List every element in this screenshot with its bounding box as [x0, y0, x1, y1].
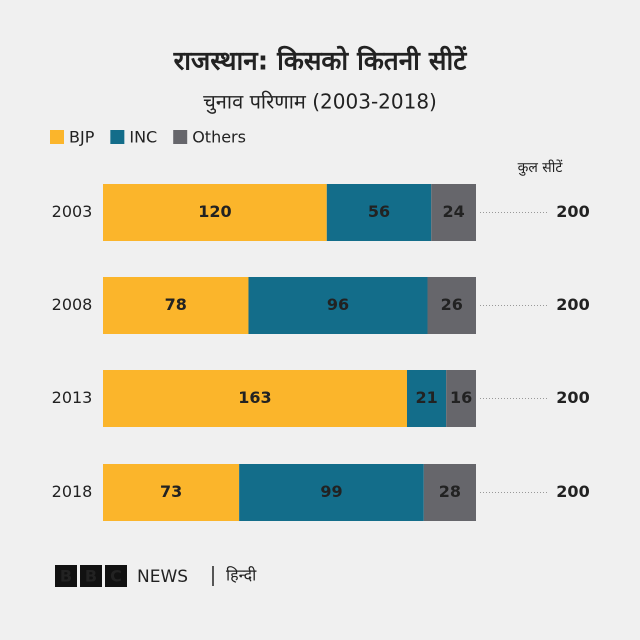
logo-box: [80, 565, 102, 587]
y-tick-label: 2013: [52, 388, 93, 407]
bar-segment: [427, 277, 476, 334]
total-label: 200: [556, 202, 589, 221]
bar-segment: [248, 277, 428, 334]
bar-segment: [431, 184, 476, 241]
legend-swatch: [110, 130, 125, 144]
bar-segment: [103, 277, 249, 334]
total-label: 200: [556, 295, 589, 314]
logo-letter: C: [110, 567, 122, 586]
value-label: 56: [368, 202, 390, 221]
legend-swatch: [173, 130, 188, 144]
bar-segment: [406, 370, 447, 427]
legend-label: Others: [192, 128, 246, 147]
value-label: 96: [327, 295, 349, 314]
value-label: 78: [165, 295, 187, 314]
bar-segment: [103, 464, 240, 521]
bar-segment: [423, 464, 476, 521]
value-label: 24: [442, 202, 464, 221]
value-label: 99: [320, 482, 342, 501]
value-label: 28: [439, 482, 461, 501]
y-tick-label: 2018: [52, 482, 93, 501]
chart-title: राजस्थान: किसको कितनी सीटें: [173, 46, 468, 77]
bar-segment: [326, 184, 432, 241]
y-tick-label: 2008: [52, 295, 93, 314]
value-label: 21: [415, 388, 437, 407]
footer-language: हिन्दी: [226, 566, 257, 585]
logo-box: [55, 565, 77, 587]
y-tick-label: 2003: [52, 202, 93, 221]
legend-label: INC: [129, 128, 157, 147]
bar-segment: [103, 184, 327, 241]
logo-letter: B: [60, 567, 72, 586]
value-label: 26: [441, 295, 463, 314]
logo-letter: B: [85, 567, 97, 586]
bar-segment: [446, 370, 476, 427]
totals-header: कुल सीटें: [518, 159, 564, 176]
value-label: 163: [238, 388, 271, 407]
legend-swatch: [50, 130, 64, 144]
legend-label: BJP: [69, 128, 95, 147]
total-label: 200: [556, 388, 589, 407]
logo-box: [105, 565, 127, 587]
value-label: 16: [450, 388, 472, 407]
chart-subtitle: चुनाव परिणाम (2003-2018): [203, 90, 437, 115]
footer-brand: NEWS: [137, 567, 188, 587]
value-label: 120: [198, 202, 231, 221]
bar-segment: [239, 464, 424, 521]
bar-segment: [103, 370, 407, 427]
value-label: 73: [160, 482, 182, 501]
total-label: 200: [556, 482, 589, 501]
